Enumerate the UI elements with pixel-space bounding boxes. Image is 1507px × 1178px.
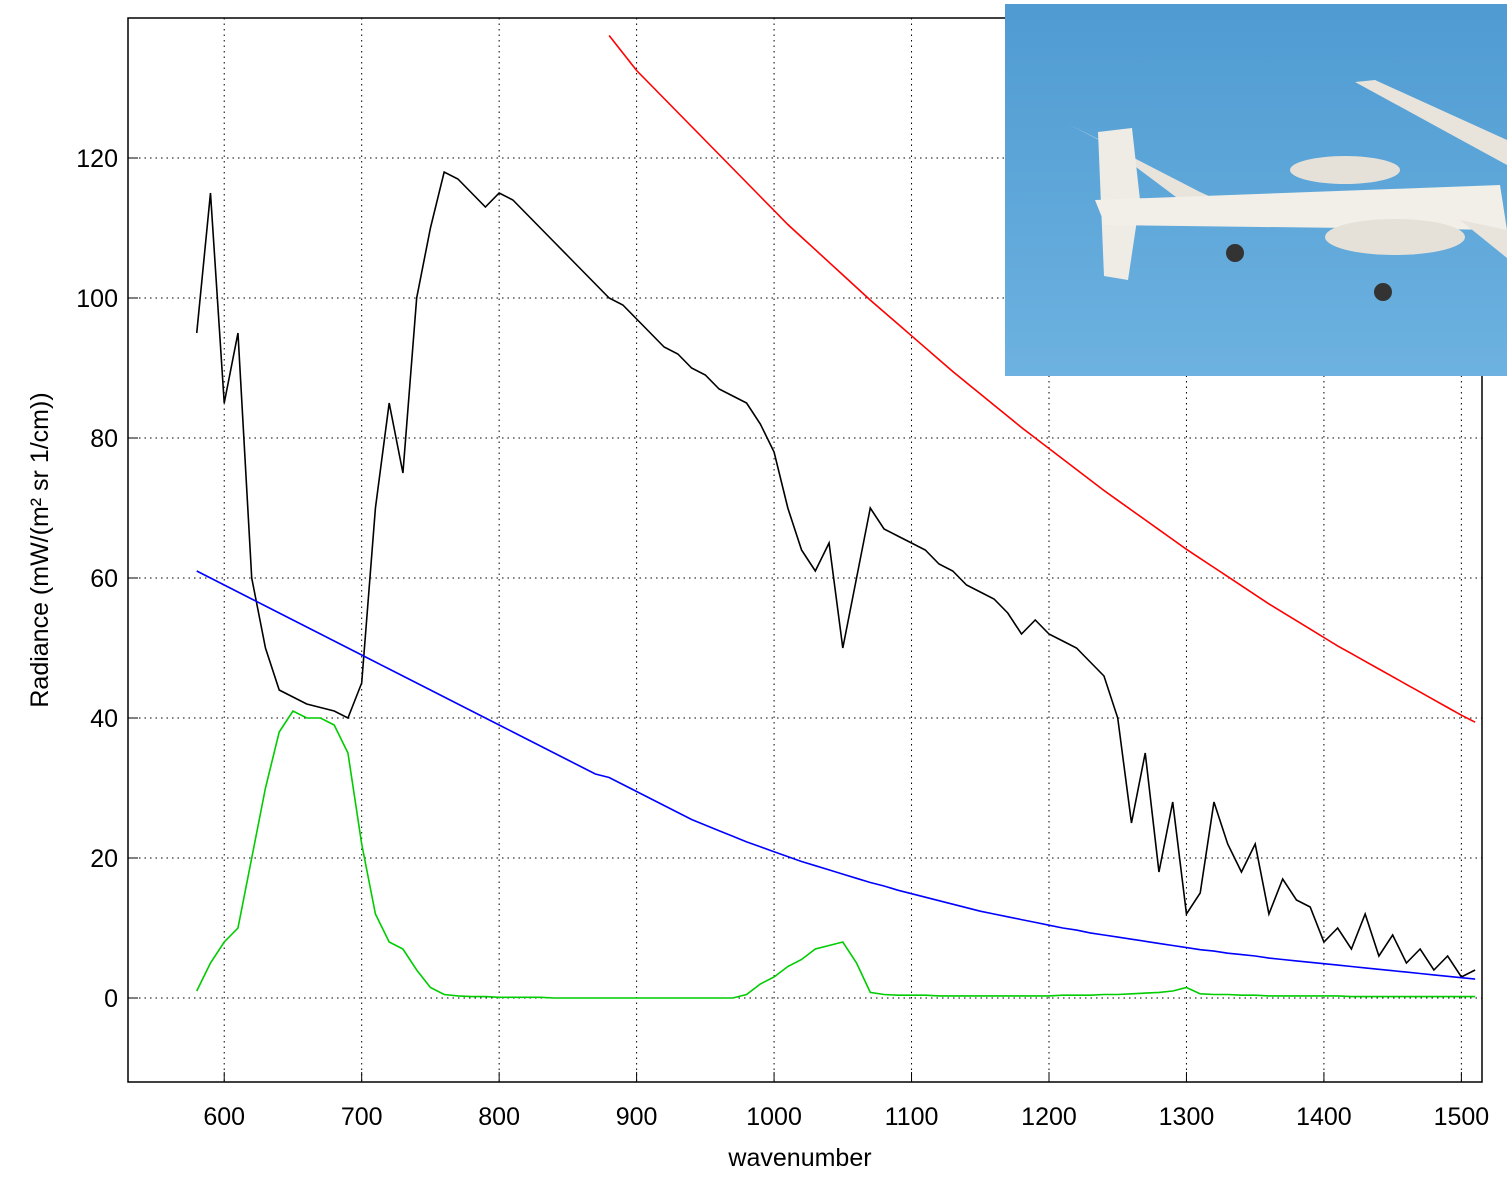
x-tick-label: 600 [203,1103,245,1131]
y-tick-label: 20 [90,845,118,873]
y-axis-label: Radiance (mW/(m² sr 1/cm)) [26,392,54,707]
y-tick-label: 40 [90,705,118,733]
x-tick-label: 700 [341,1103,383,1131]
x-tick-label: 1400 [1296,1103,1352,1131]
lines [195,35,1476,999]
x-tick-label: 1300 [1159,1103,1215,1131]
y-tick-label: 0 [104,985,118,1013]
aircraft-photo [1005,4,1507,376]
y-tick-label: 80 [90,425,118,453]
series-line [608,35,1476,723]
x-tick-label: 1000 [746,1103,802,1131]
series-line [196,709,1476,999]
x-tick-label: 1500 [1434,1103,1490,1131]
x-axis-label: wavenumber [727,1144,871,1172]
x-tick-label: 900 [616,1103,658,1131]
y-tick-label: 120 [76,145,118,173]
series-line [196,570,1476,980]
y-tick-label: 60 [90,565,118,593]
y-tick-label: 100 [76,285,118,313]
series-line [195,170,1476,979]
x-tick-label: 1100 [885,1103,939,1131]
plot-frame [127,17,1483,1083]
x-tick-label: 1200 [1021,1103,1077,1131]
x-tick-label: 800 [478,1103,520,1131]
